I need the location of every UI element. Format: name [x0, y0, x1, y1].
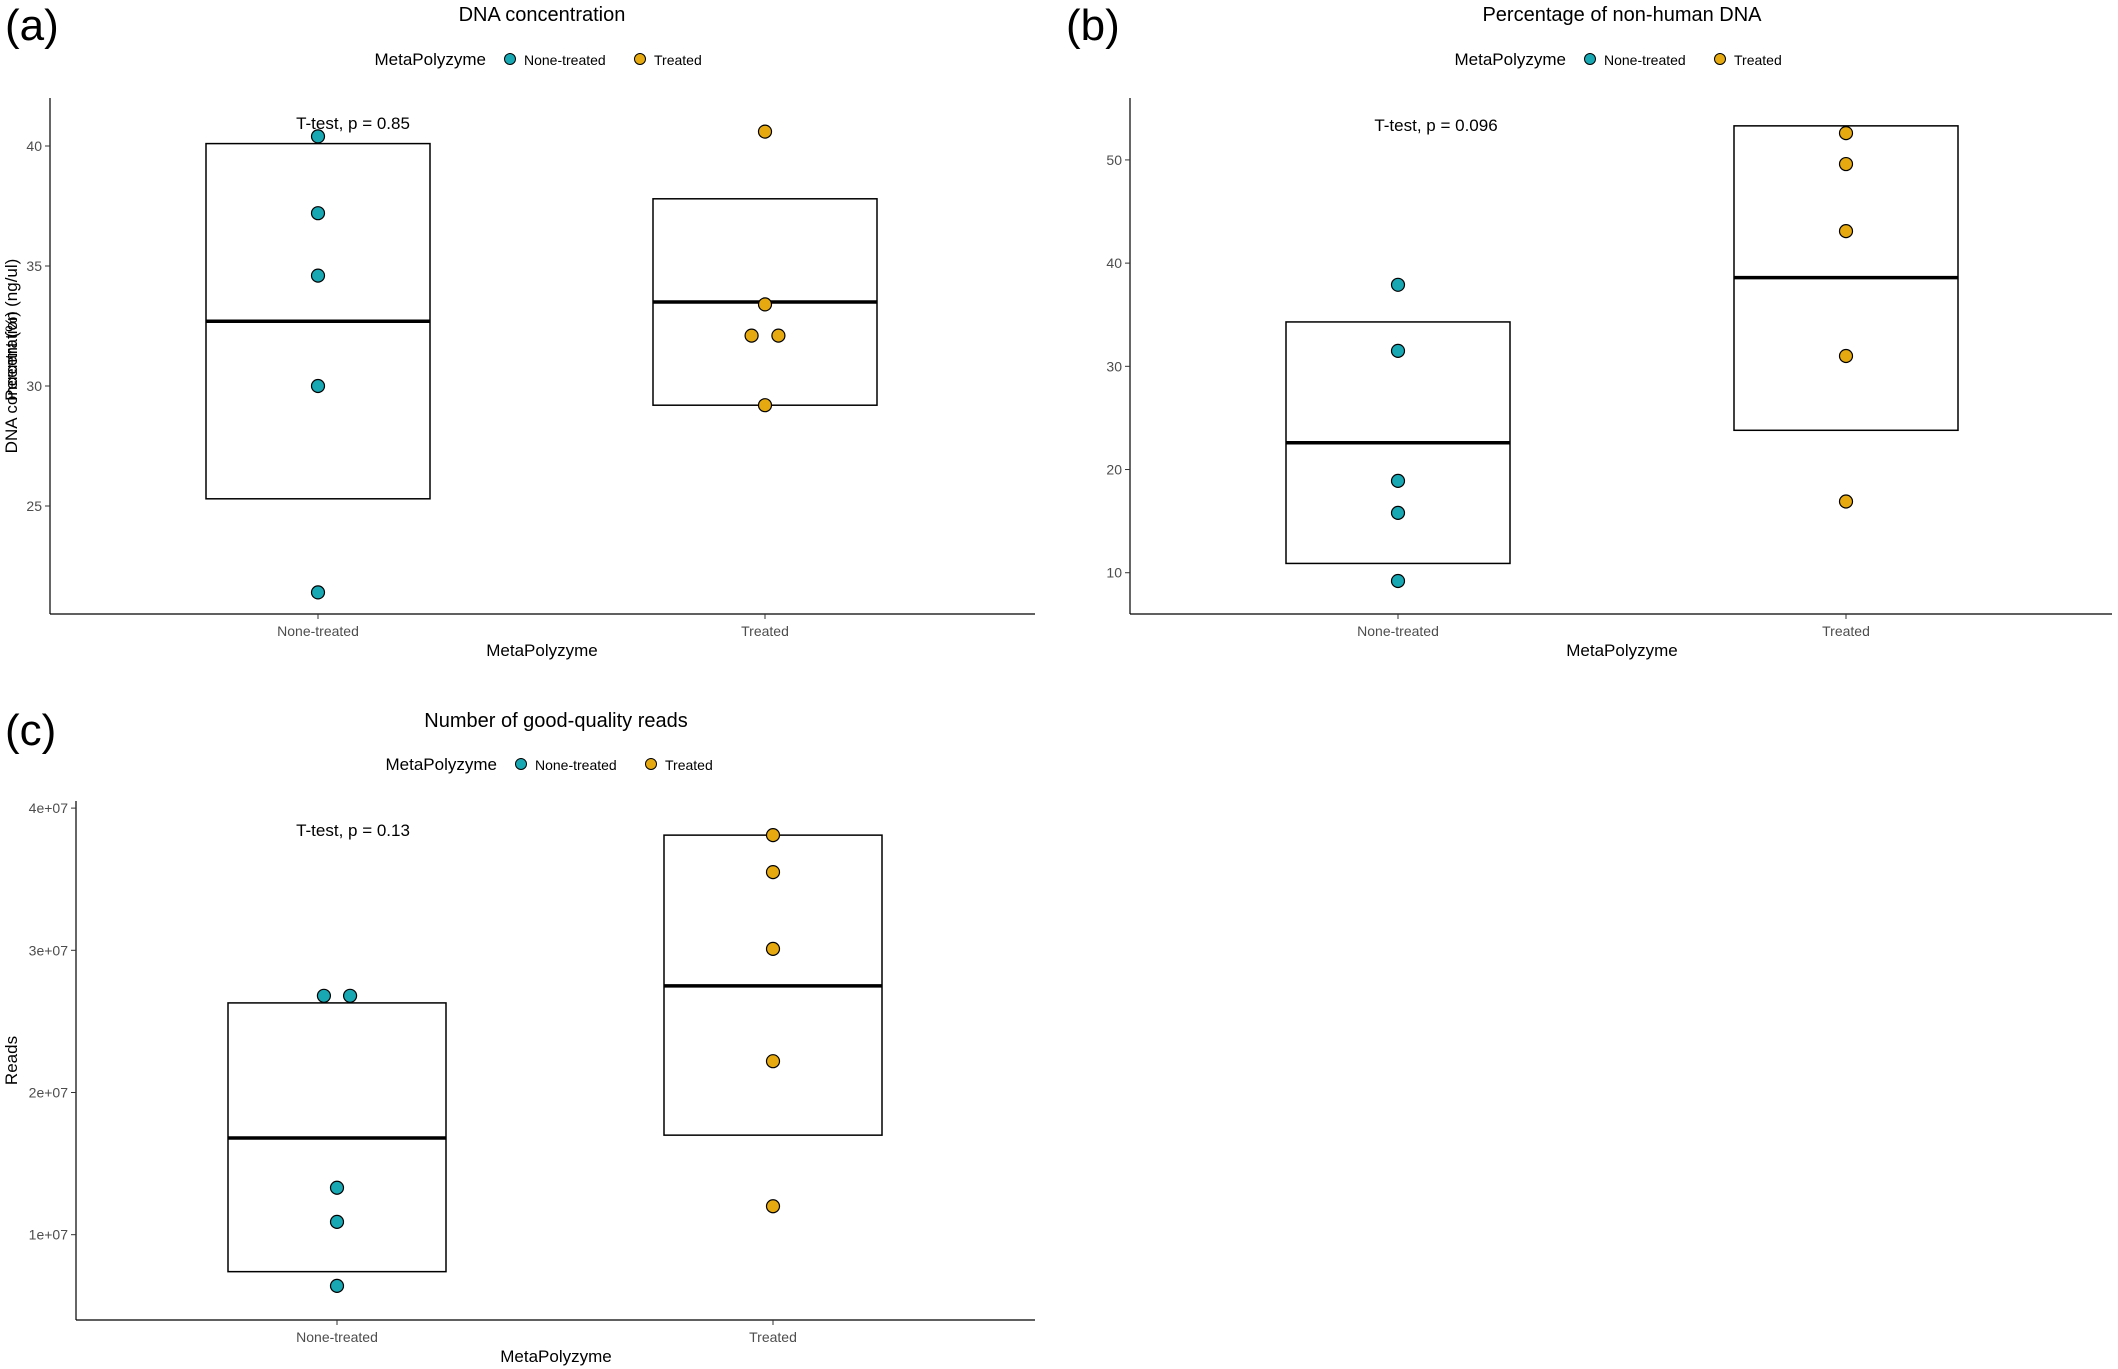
panel-1-y-axis-label: DNA concentration (ng/ul): [2, 259, 21, 454]
panel-3-legend-label-1: None-treated: [535, 757, 617, 773]
panel-1-legend-label-2: Treated: [654, 52, 702, 68]
panel-1-title: DNA concentration: [459, 4, 626, 26]
panel-3-y-tick-label: 4e+07: [29, 800, 69, 816]
panel-1-y-tick-label: 40: [26, 138, 42, 154]
panel-2-point: [1838, 348, 1854, 364]
panel-3-x-tick-label: Treated: [749, 1329, 797, 1345]
panel-2-point: [1390, 277, 1406, 292]
panel-3-legend-label-2: Treated: [665, 757, 713, 773]
panel-1-legend-key-1: [504, 53, 516, 65]
panel-1-point: [771, 328, 786, 343]
panel-1-legend-label-1: None-treated: [524, 52, 606, 68]
panel-1-point: [757, 398, 773, 413]
panel-3-point: [765, 1054, 781, 1069]
panel-2-point: [1838, 156, 1854, 172]
panel-1-point: [310, 585, 326, 600]
panel-1-ttest-annotation: T-test, p = 0.85: [296, 114, 410, 133]
panel-1-point: [310, 268, 326, 283]
panel-3-point: [765, 1199, 781, 1214]
panel-3-point: [329, 1278, 345, 1293]
panel-3-point: [329, 1180, 345, 1195]
panel-3-point: [765, 864, 781, 880]
panel-1-point: [310, 129, 326, 144]
panel-2-point: [1838, 125, 1854, 141]
panel-1-x-tick-label: Treated: [741, 623, 789, 639]
panel-2-y-tick-label: 50: [1106, 152, 1122, 168]
panel-3-point: [316, 988, 332, 1003]
panel-2-legend-label-1: None-treated: [1604, 52, 1686, 68]
panel-3-y-axis-label: Reads: [2, 1036, 21, 1085]
panel-2-legend-title: MetaPolyzyme: [1455, 50, 1566, 69]
panel-1-legend-key-2: [634, 53, 646, 65]
panel-2-legend-key-1: [1584, 53, 1596, 65]
panel-1-x-tick-label: None-treated: [277, 623, 359, 639]
panel-2-point: [1390, 343, 1406, 358]
panel-1-letter: (a): [5, 1, 59, 50]
panel-2-point: [1838, 494, 1854, 509]
panel-2-y-tick-label: 30: [1106, 358, 1122, 374]
panel-3-title: Number of good-quality reads: [424, 710, 687, 732]
panel-3-x-axis-label: MetaPolyzyme: [500, 1347, 611, 1366]
panel-3-legend-key-1: [515, 758, 527, 770]
panel-2-legend-label-2: Treated: [1734, 52, 1782, 68]
panel-2-ttest-annotation: T-test, p = 0.096: [1374, 116, 1497, 135]
panel-2-x-axis-label: MetaPolyzyme: [1566, 641, 1677, 660]
panel-2-letter: (b): [1066, 1, 1120, 50]
panel-3-point: [329, 1214, 345, 1229]
panel-1-point: [310, 378, 326, 394]
panel-1-point: [744, 328, 759, 343]
panel-3-ttest-annotation: T-test, p = 0.13: [296, 821, 410, 840]
panel-2-x-tick-label: None-treated: [1357, 623, 1439, 639]
panel-2-title: Percentage of non-human DNA: [1482, 4, 1762, 26]
panel-2-point: [1390, 473, 1406, 488]
panel-3-point: [765, 828, 781, 843]
panel-2-y-tick-label: 20: [1106, 462, 1122, 478]
panel-1-point: [757, 297, 773, 312]
panel-1-y-tick-label: 35: [26, 258, 42, 274]
panel-3-y-tick-label: 1e+07: [29, 1227, 69, 1243]
panel-2-y-tick-label: 40: [1106, 255, 1122, 271]
panel-3-y-tick-label: 2e+07: [29, 1084, 69, 1100]
panel-3-letter: (c): [5, 706, 56, 755]
panel-1-x-axis-label: MetaPolyzyme: [486, 641, 597, 660]
panel-3-x-tick-label: None-treated: [296, 1329, 378, 1345]
panel-3-legend-title: MetaPolyzyme: [386, 755, 497, 774]
panel-1-legend-title: MetaPolyzyme: [375, 50, 486, 69]
panel-1-point: [757, 124, 773, 139]
panel-2-point: [1390, 573, 1406, 589]
panel-2-point: [1838, 224, 1854, 239]
panel-2-y-tick-label: 10: [1106, 565, 1122, 581]
panel-2-legend-key-2: [1714, 53, 1726, 65]
panel-1-point: [310, 206, 326, 221]
panel-2-x-tick-label: Treated: [1822, 623, 1870, 639]
panel-2-point: [1390, 505, 1406, 520]
panel-1-y-tick-label: 25: [26, 498, 42, 514]
panel-1-y-tick-label: 30: [26, 378, 42, 394]
panel-3-y-tick-label: 3e+07: [29, 942, 69, 958]
panel-3-point: [342, 988, 358, 1003]
panel-3-legend-key-2: [645, 758, 657, 770]
panel-3-point: [765, 941, 781, 956]
panel-2-y-axis-label: Percent (%): [2, 311, 21, 401]
